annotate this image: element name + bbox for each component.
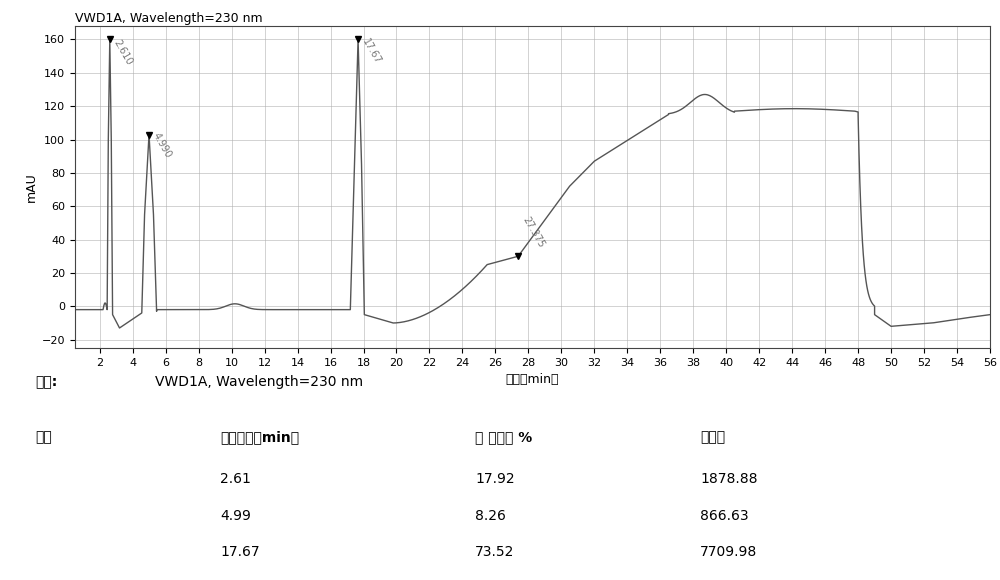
Text: 1878.88: 1878.88	[700, 472, 758, 486]
Text: 信号:: 信号:	[35, 375, 57, 389]
Text: VWD1A, Wavelength=230 nm: VWD1A, Wavelength=230 nm	[75, 12, 263, 25]
Text: 保留时间［min］: 保留时间［min］	[220, 430, 299, 444]
Text: 4.990: 4.990	[151, 131, 173, 160]
Text: 2.610: 2.610	[112, 38, 134, 67]
Text: 峰面积: 峰面积	[700, 430, 725, 444]
Text: 8.26: 8.26	[475, 509, 506, 524]
Text: 73.52: 73.52	[475, 545, 514, 559]
Text: 27.375: 27.375	[521, 215, 546, 250]
Text: 17.67: 17.67	[360, 38, 383, 67]
Text: 17.67: 17.67	[220, 545, 260, 559]
Text: 名称: 名称	[35, 430, 52, 444]
Text: 峰 峰面积 %: 峰 峰面积 %	[475, 430, 532, 444]
Text: VWD1A, Wavelength=230 nm: VWD1A, Wavelength=230 nm	[155, 375, 363, 389]
Text: 2.61: 2.61	[220, 472, 251, 486]
X-axis label: 时间［min］: 时间［min］	[506, 374, 559, 386]
Text: 4.99: 4.99	[220, 509, 251, 524]
Text: 7709.98: 7709.98	[700, 545, 757, 559]
Y-axis label: mAU: mAU	[25, 172, 38, 202]
Text: 866.63: 866.63	[700, 509, 749, 524]
Text: 17.92: 17.92	[475, 472, 515, 486]
